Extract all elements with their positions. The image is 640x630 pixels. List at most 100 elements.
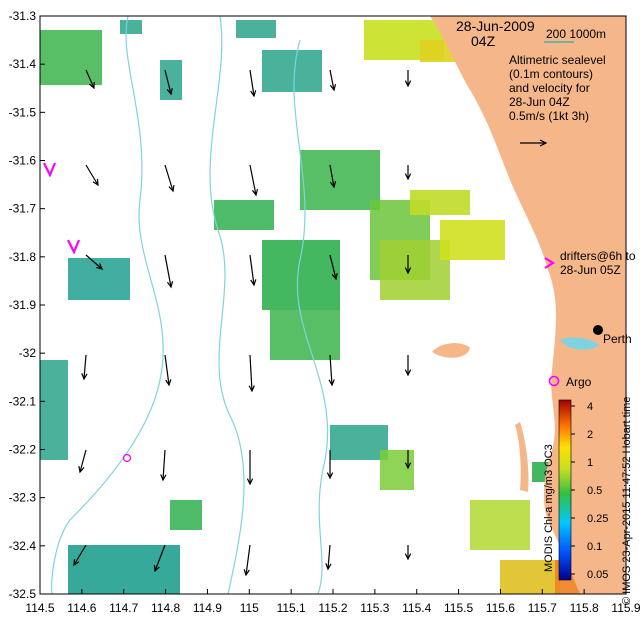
velocity-arrow-head: [153, 564, 160, 573]
y-axis: -31.3 -31.4 -31.5 -31.6 -31.7 -31.8 -31.9 -32 -3…: [9, 9, 45, 601]
y-tick-label: -31.9: [9, 298, 37, 312]
velocity-arrow-head: [328, 379, 335, 387]
velocity-arrow: [249, 69, 255, 97]
legend-line-2: (0.1m contours): [509, 67, 593, 81]
colorbar-ticks: 4 2 1 0.5 0.25 0.1 0.05: [571, 401, 608, 581]
velocity-arrow-head: [81, 373, 88, 381]
colorbar-tick-label: 0.25: [587, 513, 608, 525]
velocity-arrow-head: [250, 90, 257, 98]
argo-marker: [548, 375, 560, 387]
velocity-arrow-head: [404, 369, 412, 377]
velocity-arrow-head: [251, 189, 259, 197]
argo-label: Argo: [566, 375, 592, 389]
scale-label: 200 1000m: [546, 27, 606, 41]
velocity-arrow-head: [404, 80, 412, 88]
velocity-arrow: [85, 69, 95, 89]
velocity-arrow-head: [92, 178, 99, 187]
x-tick-label: 114.6: [67, 601, 96, 615]
island: [432, 343, 470, 358]
velocity-arrow: [249, 254, 255, 286]
velocity-arrow-head: [404, 462, 412, 470]
velocity-arrow-head: [78, 465, 85, 474]
drifter-marker: [544, 257, 556, 269]
y-tick-label: -31.4: [9, 57, 37, 71]
velocity-arrow: [327, 544, 331, 570]
x-tick-label: 115: [240, 601, 259, 615]
colorbar-title: MODIS Chl-a mg/m3 OC3: [543, 444, 555, 572]
velocity-arrow-head: [96, 263, 104, 270]
velocity-arrows: [73, 69, 412, 577]
velocity-arrow: [164, 254, 172, 288]
velocity-arrow-head: [166, 88, 173, 96]
x-tick-label: 115.8: [570, 601, 599, 615]
velocity-arrow-head: [326, 472, 334, 480]
x-tick-label: 115.3: [360, 601, 389, 615]
y-tick-label: -31.7: [9, 202, 37, 216]
velocity-arrow-head: [250, 279, 257, 287]
velocity-arrow: [329, 254, 337, 280]
x-tick-label: 115.4: [402, 601, 431, 615]
velocity-arrow: [164, 354, 170, 386]
colorbar-tick-label: 4: [587, 401, 593, 413]
drifter-marker: [43, 162, 57, 178]
y-tick-label: -31.6: [9, 154, 37, 168]
y-tick-label: -32.5: [9, 587, 37, 601]
velocity-arrow: [329, 69, 335, 91]
colorbar-tick-label: 0.5: [587, 485, 602, 497]
colorbar-tick-label: 2: [587, 429, 593, 441]
drifters-label-1: drifters@6h to: [560, 249, 636, 263]
velocity-arrow: [329, 164, 335, 188]
x-tick-label: 115.7: [528, 601, 557, 615]
peninsula: [515, 422, 529, 492]
velocity-arrow-head: [168, 184, 175, 193]
velocity-arrow: [249, 354, 253, 392]
y-tick-label: -32: [19, 346, 37, 360]
x-tick-label: 114.7: [109, 601, 138, 615]
drifters-label-2: 28-Jun 05Z: [560, 263, 621, 277]
velocity-arrow-head: [329, 84, 337, 92]
colorbar: [558, 399, 572, 581]
velocity-arrow-head: [246, 478, 254, 486]
x-tick-label: 115.2: [318, 601, 347, 615]
velocity-arrow-head: [248, 385, 255, 393]
legend-line-1: Altimetric sealevel: [509, 53, 606, 67]
velocity-arrow: [164, 164, 174, 192]
velocity-arrow-head: [404, 173, 412, 181]
legend-arrow-head: [539, 139, 548, 147]
drifter-markers: [43, 162, 560, 463]
velocity-arrow-head: [89, 81, 95, 90]
drifter-marker: [67, 239, 81, 255]
legend-line-4: 28-Jun 04Z: [509, 95, 570, 109]
velocity-arrow-head: [73, 558, 80, 567]
velocity-arrow: [245, 544, 251, 576]
velocity-arrow-head: [325, 563, 332, 571]
land-mass: [430, 16, 626, 594]
velocity-arrow: [249, 164, 257, 196]
y-tick-label: -32.2: [9, 443, 37, 457]
y-tick-label: -31.8: [9, 250, 37, 264]
velocity-arrow: [85, 164, 99, 186]
x-tick-label: 114.8: [151, 601, 180, 615]
velocity-arrow-head: [331, 273, 338, 281]
colorbar-tick-label: 0.1: [587, 541, 602, 553]
velocity-arrow-head: [166, 281, 174, 289]
time-label: 04Z: [471, 33, 496, 49]
colorbar-tick-label: 0.05: [587, 569, 608, 581]
velocity-arrow: [154, 544, 166, 572]
chlorophyll-patches: [40, 20, 580, 594]
y-tick-label: -32.3: [9, 491, 37, 505]
x-tick-label: 115.5: [444, 601, 473, 615]
legend-line-3: and velocity for: [509, 81, 590, 95]
velocity-arrow: [83, 354, 87, 380]
velocity-arrow-head: [404, 267, 412, 275]
drifter-marker: [122, 453, 132, 463]
velocity-arrow: [79, 449, 87, 473]
x-axis: 114.5 114.6 114.7 114.8 114.9 115 115.1 115.2 11…: [25, 589, 640, 615]
velocity-arrow: [162, 449, 166, 481]
velocity-arrow-head: [329, 181, 337, 189]
x-tick-label: 115.6: [486, 601, 515, 615]
perth-label: Perth: [603, 332, 632, 346]
sealevel-contours: [50, 16, 329, 594]
velocity-arrow-head: [165, 379, 172, 387]
